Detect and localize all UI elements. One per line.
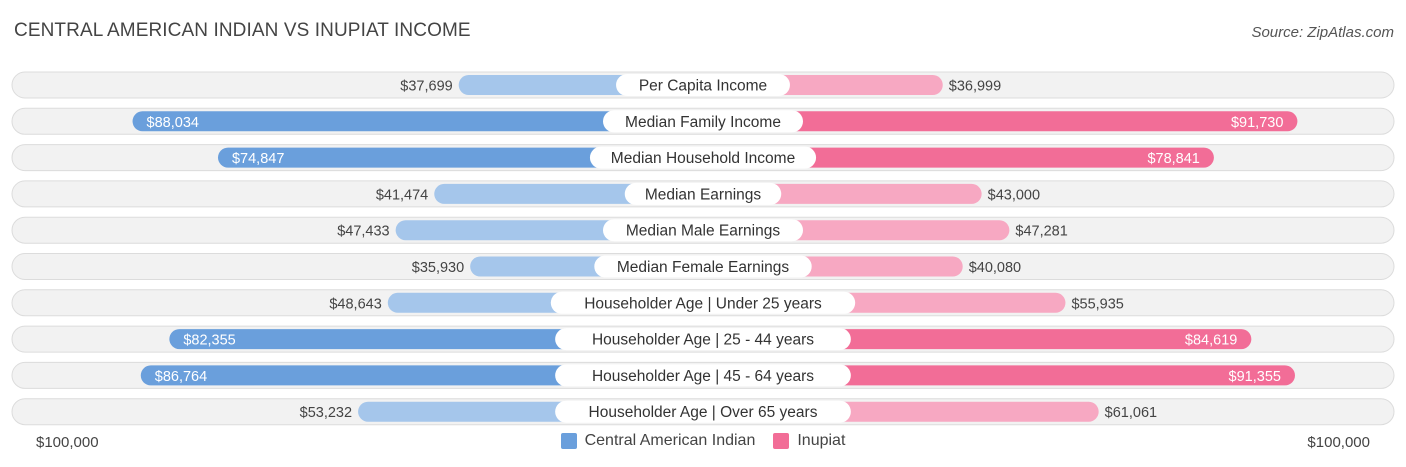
value-label-central-american-indian: $82,355 (183, 333, 235, 349)
category-label: Householder Age | 25 - 44 years (592, 332, 814, 349)
category-pill (555, 364, 851, 387)
category-pill (594, 255, 812, 278)
category-pill (616, 74, 790, 96)
value-label-central-american-indian: $74,847 (232, 151, 284, 167)
category-label: Per Capita Income (639, 78, 767, 95)
legend-swatch-inupiat (773, 433, 790, 449)
value-label-inupiat: $84,619 (1185, 333, 1237, 349)
category-label: Median Female Earnings (617, 259, 790, 276)
value-label-inupiat: $61,061 (1105, 405, 1157, 421)
value-label-central-american-indian: $35,930 (412, 260, 464, 276)
chart-title: CENTRAL AMERICAN INDIAN VS INUPIAT INCOM… (14, 20, 471, 41)
source-credit: Source: ZipAtlas.com (1251, 24, 1394, 41)
bar-central-american-indian (217, 147, 703, 168)
value-label-central-american-indian: $47,433 (337, 224, 389, 240)
value-label-central-american-indian: $37,699 (400, 79, 452, 95)
category-label: Householder Age | Over 65 years (589, 404, 818, 421)
legend: Central American Indian Inupiat (0, 432, 1406, 450)
category-pill (624, 182, 782, 205)
category-label: Householder Age | 45 - 64 years (592, 368, 814, 385)
legend-swatch-central-american-indian (560, 433, 577, 449)
value-label-inupiat: $36,999 (949, 79, 1001, 95)
value-label-inupiat: $47,281 (1015, 224, 1067, 240)
category-label: Median Earnings (645, 186, 762, 203)
value-label-central-american-indian: $88,034 (147, 115, 199, 131)
value-label-central-american-indian: $48,643 (329, 296, 381, 312)
bar-inupiat (703, 365, 1295, 386)
category-label: Median Household Income (611, 150, 795, 167)
value-label-central-american-indian: $86,764 (155, 369, 207, 385)
value-label-inupiat: $78,841 (1147, 151, 1199, 167)
bar-inupiat (703, 147, 1214, 168)
bar-inupiat (703, 111, 1298, 132)
value-label-central-american-indian: $53,232 (300, 405, 352, 421)
axis-right-label: $100,000 (1307, 434, 1370, 451)
value-label-inupiat: $91,355 (1229, 369, 1281, 385)
category-pill (550, 291, 856, 314)
bar-central-american-indian (132, 111, 703, 132)
category-pill (589, 146, 817, 169)
category-pill (555, 328, 851, 351)
axis-left-label: $100,000 (36, 434, 99, 451)
value-label-inupiat: $40,080 (969, 260, 1021, 276)
chart-area: $37,699 $36,999 Per Capita Income $88,034 $9… (11, 71, 1395, 426)
category-pill (555, 400, 851, 423)
legend-item-central-american-indian: Central American Indian (560, 432, 756, 450)
category-pill (603, 219, 803, 242)
category-pill (603, 110, 803, 133)
value-label-central-american-indian: $41,474 (376, 187, 428, 203)
legend-label-inupiat: Inupiat (797, 432, 846, 449)
category-label: Median Male Earnings (626, 223, 780, 240)
category-label: Householder Age | Under 25 years (584, 295, 822, 312)
category-label: Median Family Income (625, 114, 781, 131)
legend-label-central-american-indian: Central American Indian (584, 432, 756, 449)
legend-item-inupiat: Inupiat (773, 432, 845, 450)
value-label-inupiat: $55,935 (1071, 296, 1123, 312)
value-label-inupiat: $43,000 (988, 187, 1040, 203)
value-label-inupiat: $91,730 (1231, 115, 1283, 131)
